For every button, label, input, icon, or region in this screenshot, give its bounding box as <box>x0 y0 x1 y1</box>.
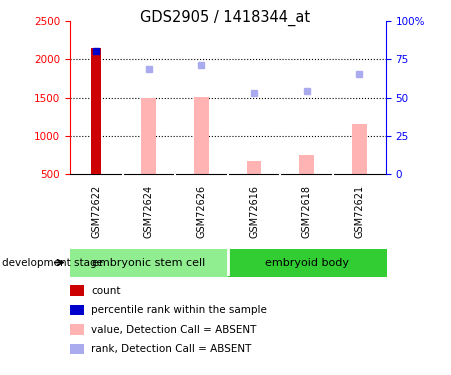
Text: GSM72621: GSM72621 <box>354 185 364 238</box>
Bar <box>92 48 101 174</box>
Text: GSM72624: GSM72624 <box>144 185 154 238</box>
Text: GSM72626: GSM72626 <box>197 185 207 238</box>
Bar <box>247 160 262 174</box>
Text: GSM72616: GSM72616 <box>249 185 259 238</box>
Text: GDS2905 / 1418344_at: GDS2905 / 1418344_at <box>140 9 311 26</box>
Bar <box>142 98 156 174</box>
Bar <box>299 155 314 174</box>
Bar <box>194 97 209 174</box>
Text: GSM72622: GSM72622 <box>91 185 101 238</box>
Text: rank, Detection Call = ABSENT: rank, Detection Call = ABSENT <box>91 344 252 354</box>
Text: embryoid body: embryoid body <box>265 258 349 267</box>
Text: development stage: development stage <box>2 258 103 267</box>
Text: value, Detection Call = ABSENT: value, Detection Call = ABSENT <box>91 325 257 334</box>
Bar <box>352 124 367 174</box>
Text: count: count <box>91 286 120 296</box>
Text: percentile rank within the sample: percentile rank within the sample <box>91 305 267 315</box>
Text: GSM72618: GSM72618 <box>302 185 312 238</box>
Text: embryonic stem cell: embryonic stem cell <box>92 258 206 267</box>
